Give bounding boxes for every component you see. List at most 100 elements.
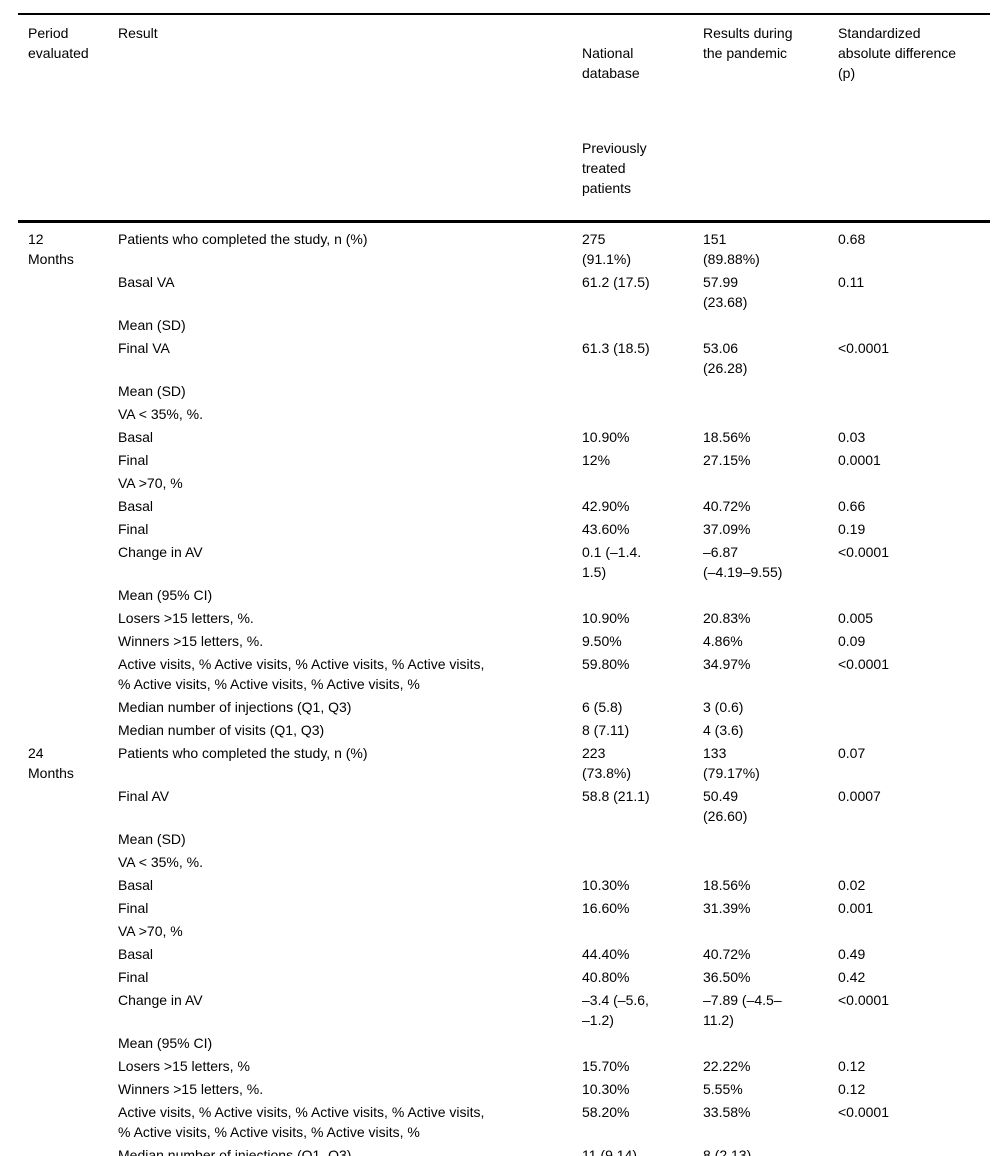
result-cell: Final xyxy=(118,969,149,985)
p-value-cell xyxy=(838,404,990,427)
period-cell xyxy=(18,450,118,473)
p-value-cell: 0.001 xyxy=(838,900,874,916)
period-cell xyxy=(18,720,118,743)
period-cell xyxy=(18,1079,118,1102)
table-row: Final 43.60% 37.09% 0.19 xyxy=(18,519,990,542)
period-cell: 12 Months xyxy=(28,231,74,267)
p-value-cell: 0.02 xyxy=(838,877,866,893)
pandemic-cell: –6.87 (–4.19–9.55) xyxy=(703,544,783,580)
national-database-cell xyxy=(582,585,703,608)
pandemic-cell xyxy=(703,404,838,427)
table-row: VA >70, % xyxy=(18,921,990,944)
national-database-label: National database xyxy=(582,45,640,81)
table-row: Mean (95% CI) xyxy=(18,585,990,608)
table-row: Median number of visits (Q1, Q3) 8 (7.11… xyxy=(18,720,990,743)
p-value-cell: <0.0001 xyxy=(838,992,889,1008)
pandemic-cell: 37.09% xyxy=(703,521,751,537)
result-cell: Patients who completed the study, n (%) xyxy=(118,745,368,761)
national-database-cell: –3.4 (–5.6, –1.2) xyxy=(582,992,649,1028)
pandemic-cell: 31.39% xyxy=(703,900,751,916)
table-row: Active visits, % Active visits, % Active… xyxy=(18,1102,990,1145)
period-cell xyxy=(18,944,118,967)
p-value-cell: <0.0001 xyxy=(838,656,889,672)
national-database-cell: 15.70% xyxy=(582,1058,630,1074)
pandemic-cell: –7.89 (–4.5– 11.2) xyxy=(703,992,782,1028)
period-cell xyxy=(18,427,118,450)
national-database-cell: 44.40% xyxy=(582,946,630,962)
period-cell xyxy=(18,1145,118,1156)
p-value-cell xyxy=(838,315,990,338)
p-value-cell: <0.0001 xyxy=(838,340,889,356)
col-header-national-database: National database Previously treated pat… xyxy=(582,14,703,222)
table-row: 24 Months Patients who completed the stu… xyxy=(18,743,990,786)
pandemic-cell: 18.56% xyxy=(703,877,751,893)
table-row: VA < 35%, %. xyxy=(18,404,990,427)
national-database-cell xyxy=(582,1033,703,1056)
result-cell: Winners >15 letters, %. xyxy=(118,633,264,649)
national-database-cell: 10.30% xyxy=(582,877,630,893)
col-header-period-evaluated: Period evaluated xyxy=(28,25,89,61)
p-value-cell: 0.42 xyxy=(838,969,866,985)
period-cell xyxy=(18,898,118,921)
p-value-cell: 0.49 xyxy=(838,946,866,962)
table-row: VA >70, % xyxy=(18,473,990,496)
p-value-cell xyxy=(838,1145,990,1156)
p-value-cell xyxy=(838,585,990,608)
period-cell xyxy=(18,875,118,898)
national-database-cell xyxy=(582,473,703,496)
result-cell: Mean (SD) xyxy=(118,831,186,847)
period-cell xyxy=(18,315,118,338)
p-value-cell xyxy=(838,921,990,944)
period-cell xyxy=(18,404,118,427)
p-value-cell: 0.09 xyxy=(838,633,866,649)
table-row: Median number of injections (Q1, Q3) 6 (… xyxy=(18,697,990,720)
national-database-cell xyxy=(582,921,703,944)
national-database-cell: 6 (5.8) xyxy=(582,699,623,715)
table-row: Basal VA 61.2 (17.5) 57.99 (23.68) 0.11 xyxy=(18,272,990,315)
table-row: Mean (SD) xyxy=(18,315,990,338)
period-cell xyxy=(18,990,118,1033)
table-row: Median number of injections (Q1, Q3) 11 … xyxy=(18,1145,990,1156)
p-value-cell: 0.11 xyxy=(838,274,865,290)
p-value-cell: 0.0001 xyxy=(838,452,881,468)
p-value-cell: 0.07 xyxy=(838,745,866,761)
table-row: Winners >15 letters, %. 10.30% 5.55% 0.1… xyxy=(18,1079,990,1102)
national-database-cell: 42.90% xyxy=(582,498,630,514)
national-database-cell: 275 (91.1%) xyxy=(582,231,632,267)
result-cell: VA >70, % xyxy=(118,475,183,491)
result-cell: Basal VA xyxy=(118,274,175,290)
result-cell: Active visits, % Active visits, % Active… xyxy=(118,656,485,692)
table-row: VA < 35%, %. xyxy=(18,852,990,875)
result-cell: Winners >15 letters, %. xyxy=(118,1081,264,1097)
table-row: Mean (95% CI) xyxy=(18,1033,990,1056)
p-value-cell xyxy=(838,1033,990,1056)
result-cell: Mean (SD) xyxy=(118,317,186,333)
period-cell xyxy=(18,542,118,585)
p-value-cell xyxy=(838,697,990,720)
national-database-cell: 43.60% xyxy=(582,521,630,537)
pandemic-cell: 57.99 (23.68) xyxy=(703,274,748,310)
result-cell: Active visits, % Active visits, % Active… xyxy=(118,1104,485,1140)
period-cell xyxy=(18,272,118,315)
col-header-standardized-difference: Standardized absolute difference (p) xyxy=(838,25,957,81)
p-value-cell xyxy=(838,852,990,875)
national-database-cell: 61.3 (18.5) xyxy=(582,340,650,356)
national-database-cell: 10.90% xyxy=(582,429,630,445)
pandemic-cell: 133 (79.17%) xyxy=(703,745,760,781)
table-row: Basal 44.40% 40.72% 0.49 xyxy=(18,944,990,967)
p-value-cell: 0.03 xyxy=(838,429,866,445)
national-database-cell: 59.80% xyxy=(582,656,630,672)
result-cell: Change in AV xyxy=(118,992,203,1008)
result-cell: Mean (95% CI) xyxy=(118,1035,213,1051)
result-cell: Change in AV xyxy=(118,544,203,560)
p-value-cell: <0.0001 xyxy=(838,544,889,560)
table-row: Active visits, % Active visits, % Active… xyxy=(18,654,990,697)
national-database-cell: 12% xyxy=(582,452,611,468)
period-cell xyxy=(18,967,118,990)
pandemic-cell: 27.15% xyxy=(703,452,751,468)
period-cell xyxy=(18,921,118,944)
national-database-cell: 8 (7.11) xyxy=(582,722,630,738)
p-value-cell: 0.005 xyxy=(838,610,874,626)
period-cell xyxy=(18,381,118,404)
national-database-cell: 223 (73.8%) xyxy=(582,745,632,781)
